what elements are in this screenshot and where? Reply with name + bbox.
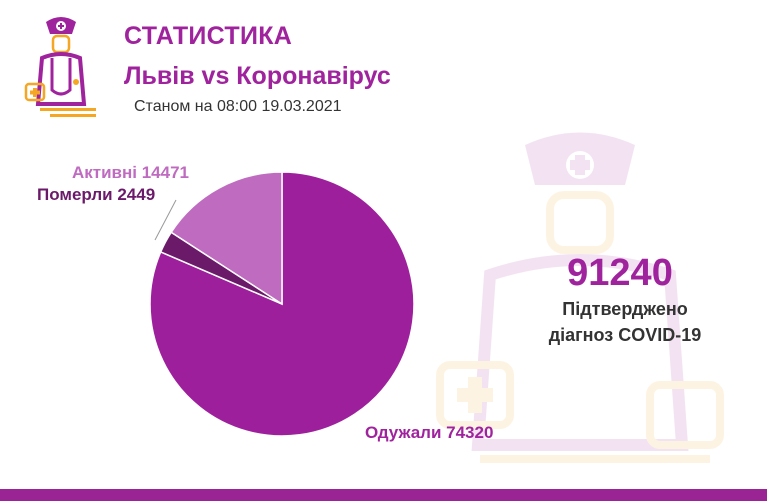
total-cases-value: 91240: [567, 252, 673, 294]
report-date: Станом на 08:00 19.03.2021: [134, 98, 342, 115]
slice-label-active: Активні 14471: [72, 163, 189, 182]
caption-line-2: діагноз COVID-19: [548, 325, 702, 345]
doctor-logo-icon: [24, 17, 96, 117]
total-cases-caption: Підтверджено діагноз COVID-19: [535, 296, 715, 348]
page-title: СТАТИСТИКА: [124, 22, 293, 50]
doctor-watermark-icon: [436, 132, 724, 463]
slice-label-recovered: Одужали 74320: [365, 423, 493, 442]
leader-line-deceased: [154, 199, 177, 241]
page-subtitle: Львів vs Коронавірус: [124, 62, 391, 90]
pie-slice-active: [170, 171, 283, 306]
slice-label-deceased: Померли 2449: [37, 185, 155, 204]
caption-line-1: Підтверджено: [562, 299, 688, 319]
bottom-bar: [0, 489, 767, 501]
